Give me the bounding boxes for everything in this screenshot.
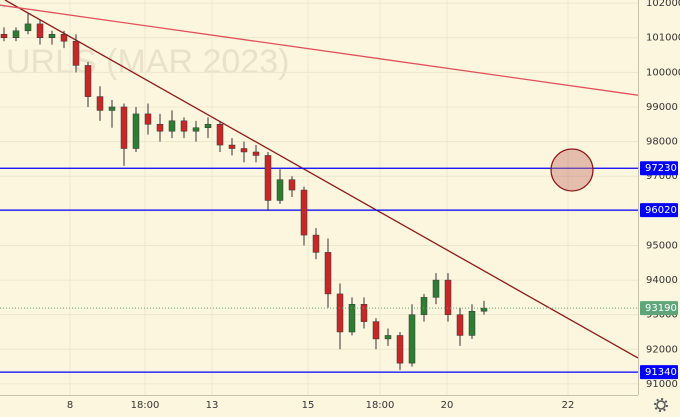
candle-body xyxy=(240,148,248,153)
candle-body xyxy=(456,314,464,336)
candle-body xyxy=(180,120,188,132)
candle-body xyxy=(312,234,320,253)
x-tick-label: 18:00 xyxy=(366,400,395,411)
candle-body xyxy=(444,279,452,315)
candle-body xyxy=(360,304,368,322)
candle-body xyxy=(348,304,356,333)
trend-line xyxy=(4,0,639,359)
level-label-bg xyxy=(640,365,678,380)
x-tick-label: 20 xyxy=(441,400,454,411)
candle-body xyxy=(60,34,68,42)
candle-body xyxy=(48,34,56,38)
settings-icon[interactable] xyxy=(654,398,668,412)
candle-body xyxy=(204,124,212,128)
grid xyxy=(0,0,638,395)
y-tick-label: 102000 xyxy=(646,0,680,9)
y-tick-label: 99000 xyxy=(646,102,678,113)
trend-line xyxy=(0,4,639,96)
candle-body xyxy=(96,96,104,111)
level-label-bg xyxy=(640,161,678,176)
candle-body xyxy=(36,23,44,38)
watermark: URLS (MAR 2023) xyxy=(6,43,289,81)
y-tick-label: 92000 xyxy=(646,344,678,355)
candle-body xyxy=(84,65,92,97)
candle-body xyxy=(288,179,296,191)
y-tick-label: 100000 xyxy=(646,67,680,78)
candle-body xyxy=(168,120,176,132)
candle-body xyxy=(0,34,8,38)
y-tick-label: 91000 xyxy=(646,379,678,390)
x-tick-label: 22 xyxy=(562,400,575,411)
level-label: 91340 xyxy=(645,367,677,378)
candle-body xyxy=(144,113,152,125)
candle-body xyxy=(12,30,20,38)
y-tick-label: 94000 xyxy=(646,275,678,286)
y-tick-label: 97000 xyxy=(646,171,678,182)
axes: 1020001010001000009900098000970009600095… xyxy=(67,0,680,411)
y-tick-label: 101000 xyxy=(646,33,680,44)
x-tick-label: 8 xyxy=(67,400,73,411)
candle-body xyxy=(408,314,416,364)
candle-body xyxy=(264,155,272,201)
candle-body xyxy=(216,124,224,146)
candle-body xyxy=(336,293,344,333)
y-tick-label: 98000 xyxy=(646,137,678,148)
y-tick-label: 93000 xyxy=(646,310,678,321)
y-tick-label: 95000 xyxy=(646,240,678,251)
candle-body xyxy=(108,106,116,111)
candle-body xyxy=(396,335,404,364)
candle-body xyxy=(156,124,164,132)
candle-body xyxy=(120,106,128,149)
candle-body xyxy=(420,297,428,315)
candle-body xyxy=(300,189,308,236)
gear-ring xyxy=(656,400,666,410)
candle-body xyxy=(372,321,380,340)
candle-body xyxy=(228,144,236,149)
candle-body xyxy=(432,279,440,298)
plot xyxy=(0,0,639,373)
gear-teeth xyxy=(654,398,668,412)
candle-body xyxy=(132,113,140,149)
level-label: 96020 xyxy=(645,205,677,216)
candle-body xyxy=(72,40,80,66)
candle-body xyxy=(384,335,392,340)
last-price-label: 93190 xyxy=(645,303,677,314)
x-tick-label: 18:00 xyxy=(131,400,160,411)
candle-body xyxy=(192,127,200,132)
candle-body xyxy=(276,179,284,201)
level-label: 97230 xyxy=(645,163,677,174)
highlight-circle xyxy=(550,148,594,192)
x-tick-label: 13 xyxy=(206,400,219,411)
candle-body xyxy=(252,151,260,156)
last-price-bg xyxy=(640,301,678,316)
candle-body xyxy=(324,252,332,295)
x-tick-label: 15 xyxy=(302,400,315,411)
candle-body xyxy=(468,310,476,336)
candle-body xyxy=(24,23,32,32)
level-label-bg xyxy=(640,203,678,218)
